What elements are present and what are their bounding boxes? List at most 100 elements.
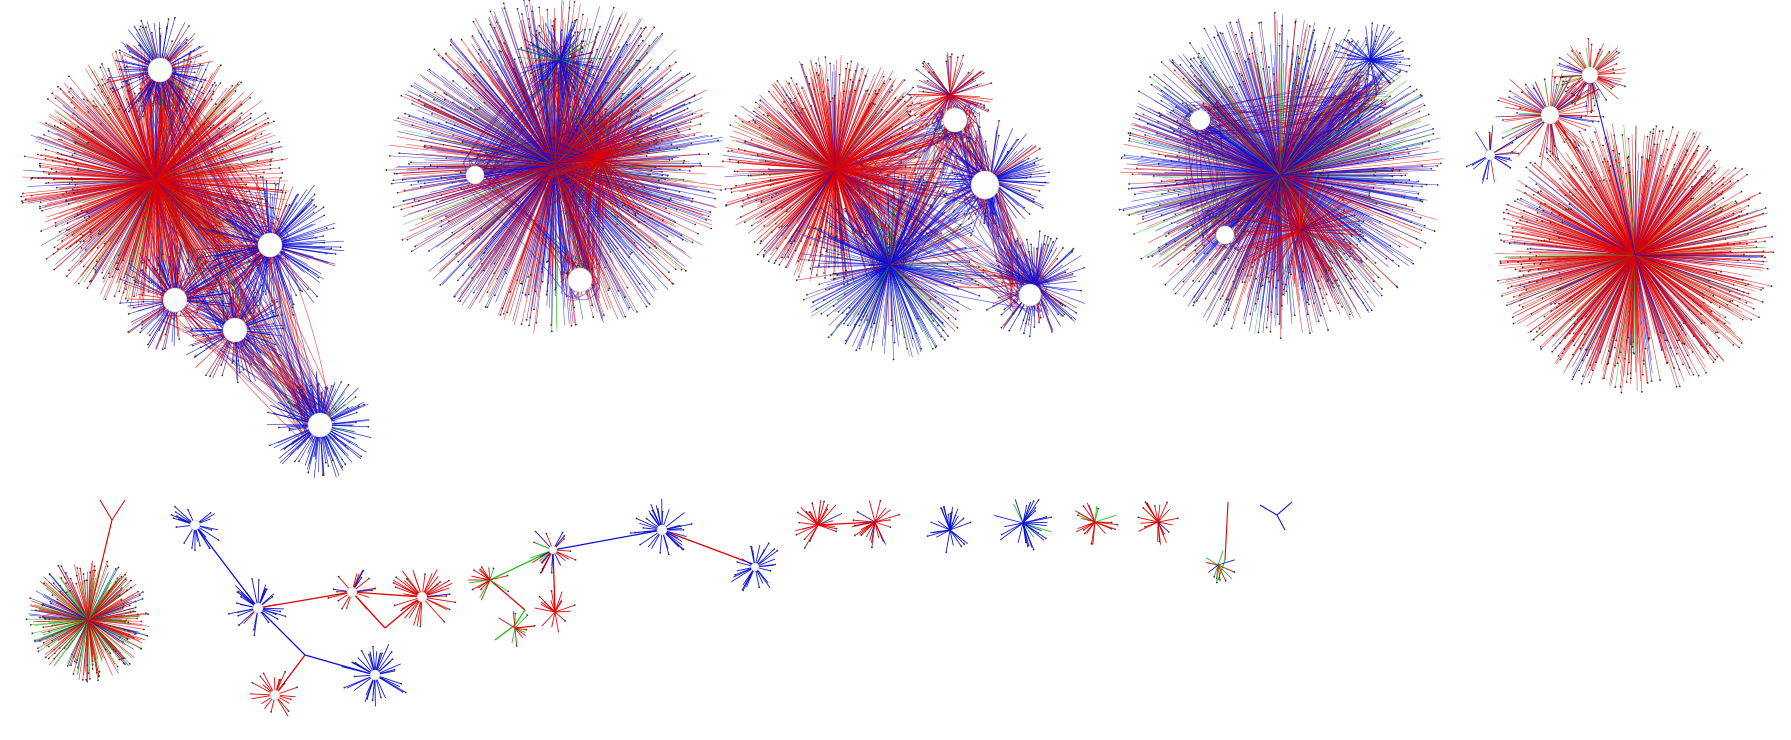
leaf-node <box>240 288 243 291</box>
leaf-node <box>600 69 603 72</box>
leaf-node <box>693 94 696 97</box>
hub-node[interactable] <box>257 232 283 258</box>
leaf-node <box>420 139 423 142</box>
leaf-node <box>196 296 199 299</box>
leaf-node <box>276 300 278 303</box>
leaf-node <box>280 334 282 337</box>
leaf-node <box>571 21 574 24</box>
leaf-node <box>197 226 200 228</box>
leaf-node <box>124 273 127 275</box>
leaf-node <box>581 13 584 16</box>
leaf-node <box>544 186 546 189</box>
leaf-node <box>423 146 426 149</box>
leaf-node <box>591 304 594 307</box>
leaf-node <box>189 61 192 63</box>
leaf-node <box>344 463 347 466</box>
leaf-node <box>280 176 282 179</box>
hub-node[interactable] <box>465 165 485 185</box>
leaf-node <box>675 89 678 92</box>
hub-node[interactable] <box>567 267 593 293</box>
leaf-node <box>217 255 219 257</box>
leaf-node <box>109 87 112 90</box>
leaf-node <box>538 24 541 27</box>
leaf-node <box>115 50 117 53</box>
leaf-node <box>528 324 530 327</box>
leaf-node <box>627 206 630 209</box>
leaf-node <box>141 269 143 271</box>
leaf-node <box>255 174 258 177</box>
leaf-node <box>104 298 107 301</box>
leaf-node <box>298 390 301 393</box>
leaf-node <box>257 304 259 307</box>
hub-node[interactable] <box>162 287 188 313</box>
leaf-node <box>430 132 433 135</box>
leaf-node <box>228 267 231 270</box>
leaf-node <box>185 42 187 45</box>
leaf-node <box>411 102 414 105</box>
hub-node[interactable] <box>222 317 248 343</box>
leaf-node <box>42 170 45 173</box>
leaf-node <box>140 327 143 330</box>
leaf-node <box>363 403 365 406</box>
leaf-node <box>140 105 143 108</box>
leaf-node <box>501 307 504 310</box>
leaf-node <box>327 465 330 468</box>
leaf-node <box>556 161 559 164</box>
leaf-node <box>113 295 116 297</box>
leaf-node <box>709 211 712 213</box>
leaf-node <box>628 131 630 134</box>
hub-node[interactable] <box>147 57 173 83</box>
leaf-node <box>68 90 70 93</box>
leaf-node <box>56 85 59 88</box>
leaf-node <box>65 247 68 250</box>
leaf-node <box>267 411 269 414</box>
leaf-node <box>575 18 578 21</box>
leaf-node <box>551 24 554 27</box>
leaf-node <box>277 182 279 185</box>
leaf-node <box>392 206 395 209</box>
leaf-node <box>452 134 455 136</box>
leaf-node <box>287 401 290 404</box>
leaf-node <box>634 212 637 215</box>
hub-node[interactable] <box>307 412 333 438</box>
leaf-node <box>443 92 446 94</box>
leaf-node <box>20 195 23 198</box>
leaf-node <box>72 192 75 194</box>
leaf-node <box>263 171 265 174</box>
leaf-node <box>314 236 317 239</box>
leaf-node <box>30 177 32 180</box>
leaf-node <box>53 124 56 127</box>
leaf-node <box>202 228 205 231</box>
leaf-node <box>39 207 41 210</box>
leaf-node <box>79 240 82 243</box>
leaf-node <box>189 86 191 89</box>
leaf-node <box>164 347 166 350</box>
leaf-node <box>152 100 155 103</box>
leaf-node <box>527 276 530 278</box>
leaf-node <box>513 58 516 61</box>
leaf-node <box>609 50 612 52</box>
leaf-node <box>469 106 472 109</box>
leaf-node <box>36 153 39 156</box>
leaf-node <box>75 141 77 144</box>
leaf-node <box>538 31 541 34</box>
leaf-node <box>582 218 585 221</box>
leaf-node <box>233 129 235 132</box>
leaf-node <box>195 268 198 271</box>
leaf-node <box>542 90 545 93</box>
leaf-node <box>571 196 574 199</box>
leaf-node <box>435 201 438 204</box>
leaf-node <box>298 386 300 389</box>
leaf-node <box>60 153 63 156</box>
leaf-node <box>252 355 255 358</box>
leaf-node <box>315 205 317 208</box>
leaf-node <box>597 215 600 218</box>
leaf-node <box>187 273 190 275</box>
leaf-node <box>354 396 357 399</box>
leaf-node <box>471 228 474 231</box>
leaf-node <box>322 206 325 209</box>
leaf-node <box>216 207 219 210</box>
leaf-node <box>638 68 641 71</box>
leaf-node <box>96 246 99 249</box>
leaf-node <box>626 286 629 289</box>
